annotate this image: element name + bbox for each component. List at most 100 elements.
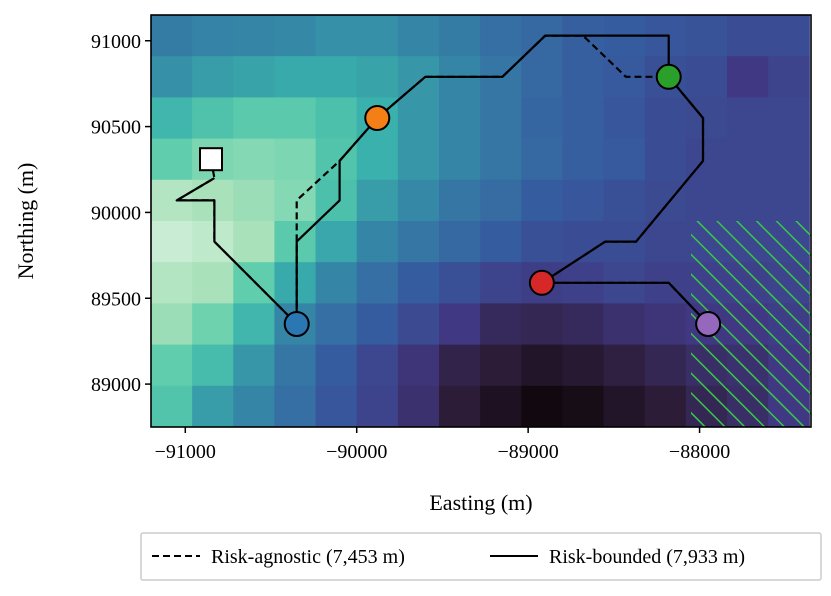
marker-purple-waypoint	[695, 311, 722, 337]
heatmap-cell	[397, 221, 440, 263]
heatmap-cell	[480, 344, 522, 387]
heatmap-cell	[727, 97, 769, 140]
series-risk-bounded	[175, 34, 709, 326]
heatmap-cell	[151, 221, 193, 263]
heatmap-cell	[603, 385, 646, 427]
heatmap-cell	[233, 97, 276, 140]
heatmap-cell	[397, 97, 440, 140]
y-tick-label: 90000	[91, 202, 141, 224]
heatmap-cell	[274, 262, 317, 304]
y-axis-label: Northing (m)	[13, 163, 38, 280]
heatmap-cell	[480, 385, 522, 427]
heatmap-cell	[439, 138, 481, 181]
y-ticks: 89000 89500 90000 90500 91000	[91, 31, 151, 396]
legend: Risk-agnostic (7,453 m) Risk-bounded (7,…	[140, 532, 822, 581]
heatmap-cell	[439, 344, 481, 387]
heatmap-cell	[151, 97, 193, 140]
path-series	[175, 34, 709, 326]
heatmap-cell	[562, 385, 605, 427]
heatmap-cell	[562, 56, 605, 98]
heatmap-cell	[192, 344, 234, 387]
heatmap-cell	[315, 221, 358, 263]
heatmap-cell	[356, 303, 399, 346]
heatmap-cell	[274, 97, 317, 140]
heatmap-cell	[521, 138, 564, 181]
heatmap-cell	[315, 56, 358, 98]
heatmap-cell	[274, 15, 317, 57]
heatmap-cell	[439, 303, 481, 346]
heatmap-cell	[356, 221, 399, 263]
x-tick-label: −88000	[669, 441, 730, 463]
heatmap-cell	[768, 15, 810, 57]
heatmap-cell	[315, 344, 358, 387]
heatmap-cell	[521, 179, 564, 222]
heatmap-cell	[768, 179, 810, 222]
heatmap-cell	[356, 56, 399, 98]
heatmap-cell	[685, 179, 728, 222]
legend-box	[140, 532, 822, 581]
heatmap-cell	[439, 179, 481, 222]
heatmap-cell	[233, 179, 276, 222]
waypoint-markers	[199, 63, 722, 337]
heatmap-cell	[603, 179, 646, 222]
heatmap-cell	[274, 385, 317, 427]
heatmap-cell	[644, 303, 687, 346]
heatmap-cell	[397, 179, 440, 222]
heatmap-cell	[233, 385, 276, 427]
heatmap-cell	[356, 15, 399, 57]
heatmap-cell	[397, 138, 440, 181]
x-ticks: −91000 −90000 −89000 −88000	[155, 427, 730, 463]
heatmap-cell	[233, 221, 276, 263]
heatmap-cell	[274, 221, 317, 263]
heatmap-cell	[315, 138, 358, 181]
heatmap-cell	[480, 179, 522, 222]
heatmap-cell	[439, 262, 481, 304]
marker-red-waypoint	[528, 269, 555, 296]
heatmap-cell	[192, 262, 234, 304]
heatmap-cell	[233, 344, 276, 387]
heatmap-cell	[151, 344, 193, 387]
heatmap-cell	[521, 303, 564, 346]
x-tick-label: −90000	[326, 441, 387, 463]
heatmap-cell	[644, 179, 687, 222]
heatmap-cell	[192, 56, 234, 98]
heatmap-cell	[192, 97, 234, 140]
heatmap-cell	[315, 262, 358, 304]
marker-start	[199, 147, 223, 172]
heatmap-cell	[521, 385, 564, 427]
heatmap-cell	[233, 262, 276, 304]
heatmap-cell	[480, 303, 522, 346]
heatmap-cell	[397, 344, 440, 387]
heatmap-cell	[233, 15, 276, 57]
y-tick-label: 89500	[91, 288, 141, 310]
heatmap-cell	[192, 15, 234, 57]
heatmap-cell	[562, 344, 605, 387]
heatmap-cell	[768, 138, 810, 181]
heatmap-cell	[192, 385, 234, 427]
heatmap-cell	[192, 303, 234, 346]
heatmap-cell	[356, 138, 399, 181]
heatmap-cell	[727, 138, 769, 181]
x-tick-label: −89000	[498, 441, 559, 463]
heatmap-cell	[480, 138, 522, 181]
heatmap-cell	[151, 15, 193, 57]
heatmap-cell	[603, 97, 646, 140]
heatmap-cell	[315, 385, 358, 427]
heatmap-cell	[151, 138, 193, 181]
heatmap-cell	[603, 344, 646, 387]
heatmap-cell	[644, 221, 687, 263]
heatmap-cell	[603, 138, 646, 181]
heatmap-cell	[151, 262, 193, 304]
heatmap-cell	[274, 56, 317, 98]
marker-green-waypoint	[655, 63, 682, 90]
heatmap-cell	[315, 303, 358, 346]
heatmap-cell	[315, 15, 358, 57]
marker-blue-waypoint	[283, 311, 310, 337]
heatmap-cell	[439, 385, 481, 427]
x-axis-label: Easting (m)	[429, 490, 532, 515]
heatmap-cell	[521, 56, 564, 98]
y-tick-label: 91000	[91, 31, 141, 53]
legend-label-risk-bounded: Risk-bounded (7,933 m)	[549, 546, 745, 568]
x-tick-label: −91000	[155, 441, 216, 463]
